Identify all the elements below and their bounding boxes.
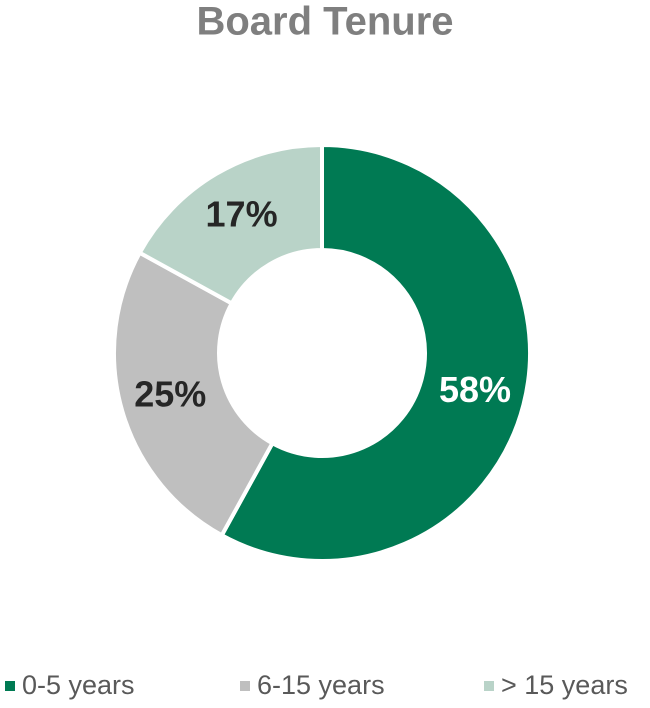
legend-label: 6-15 years bbox=[257, 670, 385, 700]
legend-label: > 15 years bbox=[501, 670, 628, 700]
chart-title: Board Tenure bbox=[196, 0, 453, 44]
value-label: 58% bbox=[439, 369, 511, 410]
value-label: 17% bbox=[206, 194, 278, 235]
value-label: 25% bbox=[134, 374, 206, 415]
legend-label: 0-5 years bbox=[22, 670, 135, 700]
legend-marker bbox=[484, 681, 494, 691]
legend-marker bbox=[5, 681, 15, 691]
donut-slice bbox=[219, 142, 532, 563]
donut-slice bbox=[112, 250, 276, 538]
donut-slice bbox=[137, 142, 324, 307]
legend-marker bbox=[240, 681, 250, 691]
